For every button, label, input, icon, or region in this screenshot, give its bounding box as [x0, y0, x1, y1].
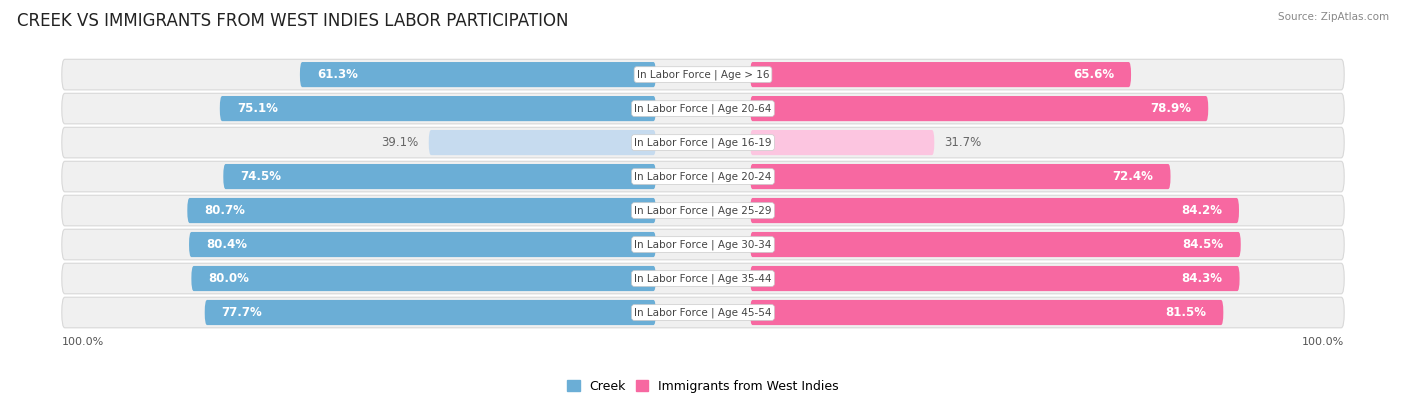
- Text: 100.0%: 100.0%: [1302, 337, 1344, 347]
- FancyBboxPatch shape: [62, 263, 1344, 294]
- Text: 84.5%: 84.5%: [1182, 238, 1223, 251]
- Text: 81.5%: 81.5%: [1166, 306, 1206, 319]
- FancyBboxPatch shape: [62, 127, 1344, 158]
- Text: 72.4%: 72.4%: [1112, 170, 1153, 183]
- FancyBboxPatch shape: [62, 297, 1344, 328]
- Text: 74.5%: 74.5%: [240, 170, 281, 183]
- FancyBboxPatch shape: [751, 300, 1223, 325]
- FancyBboxPatch shape: [751, 130, 935, 155]
- FancyBboxPatch shape: [191, 266, 655, 291]
- Text: 80.0%: 80.0%: [208, 272, 249, 285]
- FancyBboxPatch shape: [751, 96, 1208, 121]
- FancyBboxPatch shape: [751, 198, 1239, 223]
- FancyBboxPatch shape: [62, 161, 1344, 192]
- FancyBboxPatch shape: [751, 62, 1130, 87]
- Text: In Labor Force | Age 16-19: In Labor Force | Age 16-19: [634, 137, 772, 148]
- Text: 31.7%: 31.7%: [945, 136, 981, 149]
- FancyBboxPatch shape: [751, 164, 1171, 189]
- FancyBboxPatch shape: [219, 96, 655, 121]
- FancyBboxPatch shape: [62, 195, 1344, 226]
- Text: In Labor Force | Age > 16: In Labor Force | Age > 16: [637, 70, 769, 80]
- FancyBboxPatch shape: [62, 229, 1344, 260]
- FancyBboxPatch shape: [751, 232, 1240, 257]
- Text: 77.7%: 77.7%: [222, 306, 263, 319]
- Text: In Labor Force | Age 20-24: In Labor Force | Age 20-24: [634, 171, 772, 182]
- Text: 75.1%: 75.1%: [236, 102, 277, 115]
- FancyBboxPatch shape: [205, 300, 655, 325]
- FancyBboxPatch shape: [62, 93, 1344, 124]
- Text: Source: ZipAtlas.com: Source: ZipAtlas.com: [1278, 12, 1389, 22]
- Text: 100.0%: 100.0%: [62, 337, 104, 347]
- FancyBboxPatch shape: [299, 62, 655, 87]
- Text: CREEK VS IMMIGRANTS FROM WEST INDIES LABOR PARTICIPATION: CREEK VS IMMIGRANTS FROM WEST INDIES LAB…: [17, 12, 568, 30]
- Text: 39.1%: 39.1%: [381, 136, 419, 149]
- Text: 78.9%: 78.9%: [1150, 102, 1191, 115]
- FancyBboxPatch shape: [751, 266, 1240, 291]
- FancyBboxPatch shape: [224, 164, 655, 189]
- Text: In Labor Force | Age 35-44: In Labor Force | Age 35-44: [634, 273, 772, 284]
- Text: 61.3%: 61.3%: [316, 68, 357, 81]
- FancyBboxPatch shape: [188, 232, 655, 257]
- FancyBboxPatch shape: [62, 59, 1344, 90]
- Text: 80.4%: 80.4%: [207, 238, 247, 251]
- Text: 65.6%: 65.6%: [1073, 68, 1114, 81]
- Text: 80.7%: 80.7%: [204, 204, 245, 217]
- Text: 84.2%: 84.2%: [1181, 204, 1222, 217]
- Text: 84.3%: 84.3%: [1181, 272, 1223, 285]
- FancyBboxPatch shape: [429, 130, 655, 155]
- Text: In Labor Force | Age 20-64: In Labor Force | Age 20-64: [634, 103, 772, 114]
- FancyBboxPatch shape: [187, 198, 655, 223]
- Text: In Labor Force | Age 45-54: In Labor Force | Age 45-54: [634, 307, 772, 318]
- Text: In Labor Force | Age 30-34: In Labor Force | Age 30-34: [634, 239, 772, 250]
- Legend: Creek, Immigrants from West Indies: Creek, Immigrants from West Indies: [562, 375, 844, 395]
- Text: In Labor Force | Age 25-29: In Labor Force | Age 25-29: [634, 205, 772, 216]
